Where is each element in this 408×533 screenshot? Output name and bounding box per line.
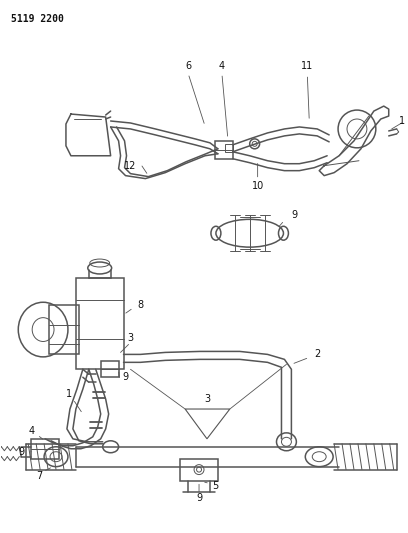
Text: 11: 11: [301, 61, 313, 71]
Text: 2: 2: [314, 350, 320, 359]
Bar: [215, 141, 233, 159]
Text: 9: 9: [122, 372, 129, 382]
Text: 4: 4: [219, 61, 225, 71]
Bar: [225, 144, 233, 152]
Text: 10: 10: [251, 181, 264, 191]
Text: 7: 7: [36, 471, 42, 481]
Text: 3: 3: [127, 333, 133, 343]
Text: 12: 12: [124, 160, 137, 171]
Text: 4: 4: [28, 426, 34, 436]
Text: 1: 1: [66, 389, 72, 399]
Bar: [101, 361, 119, 377]
Text: 9: 9: [291, 211, 297, 220]
Text: 3: 3: [204, 394, 210, 404]
Text: 1: 1: [399, 116, 405, 126]
Text: 5: 5: [212, 481, 218, 491]
Bar: [31, 439, 59, 459]
Bar: [49, 305, 79, 354]
Bar: [180, 459, 218, 481]
Bar: [76, 278, 124, 369]
Text: 5119 2200: 5119 2200: [11, 14, 64, 24]
Text: 6: 6: [185, 61, 191, 71]
Text: 8: 8: [137, 300, 144, 310]
Text: 9: 9: [196, 494, 202, 503]
Text: 9: 9: [18, 447, 24, 457]
